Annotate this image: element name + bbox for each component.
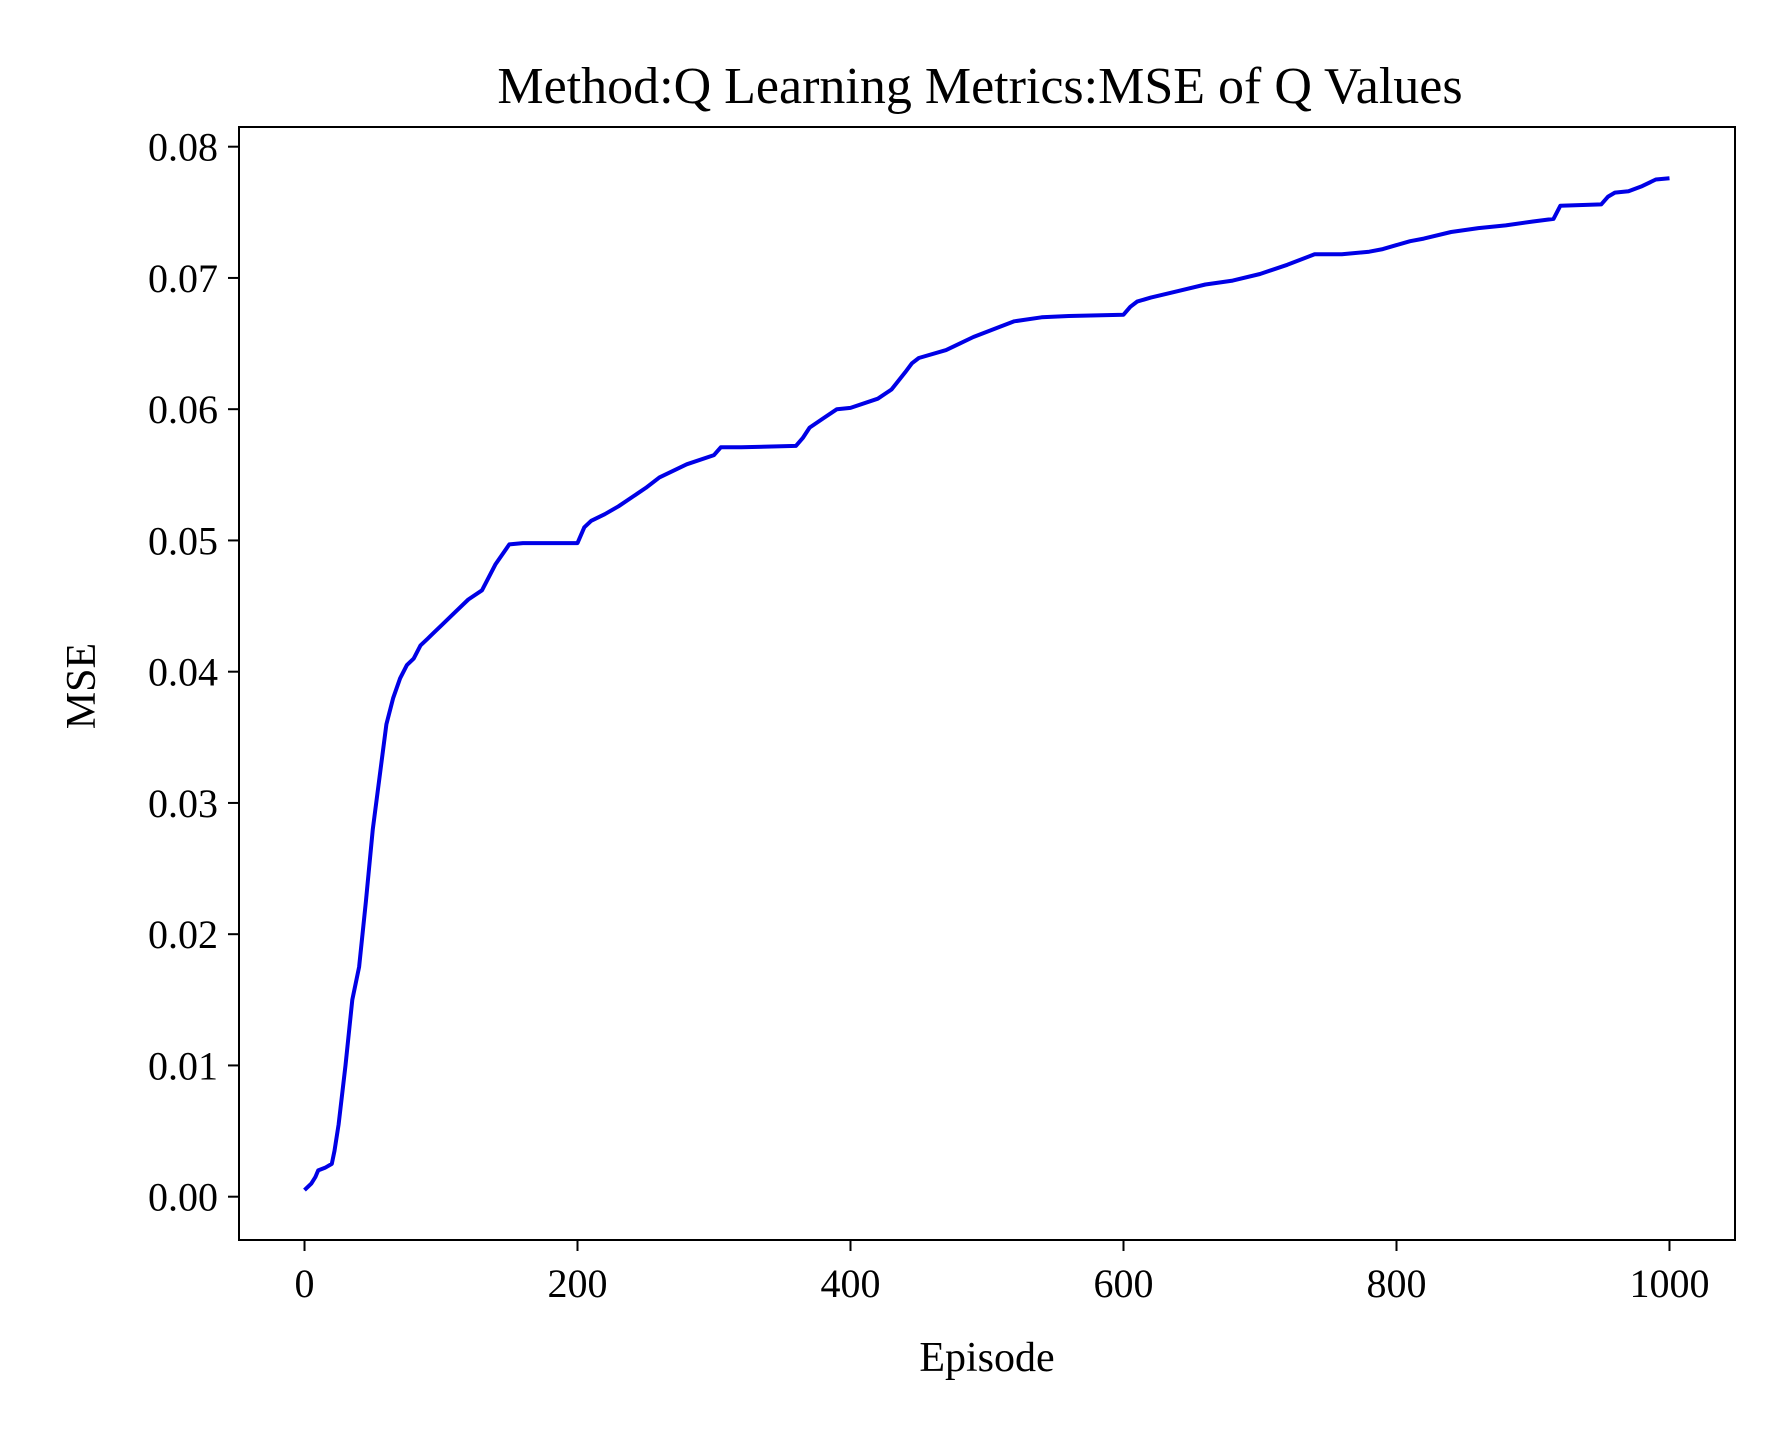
- x-tick-label: 400: [821, 1261, 881, 1306]
- y-tick-label: 0.02: [148, 912, 218, 957]
- y-tick-label: 0.03: [148, 781, 218, 826]
- y-tick-label: 0.00: [148, 1175, 218, 1220]
- y-tick-label: 0.04: [148, 650, 218, 695]
- x-axis-label: Episode: [919, 1335, 1054, 1381]
- y-tick-label: 0.06: [148, 387, 218, 432]
- y-tick-label: 0.07: [148, 256, 218, 301]
- y-tick-label: 0.01: [148, 1043, 218, 1088]
- x-tick-label: 0: [295, 1261, 315, 1306]
- plot-frame: [238, 126, 1736, 1241]
- plot-area: [303, 176, 1670, 1192]
- series-line-0: [303, 176, 1670, 1192]
- x-tick-label: 800: [1366, 1261, 1426, 1306]
- x-tick-label: 200: [548, 1261, 608, 1306]
- axis-ticks: 0 200 400 600 800 1000 0.00 0.01 0.02 0.03 0.04 0.0…: [148, 125, 1709, 1306]
- y-tick-label: 0.05: [148, 518, 218, 563]
- chart-title: Method:Q Learning Metrics:MSE of Q Value…: [497, 58, 1462, 115]
- x-tick-label: 600: [1093, 1261, 1153, 1306]
- y-tick-label: 0.08: [148, 125, 218, 170]
- x-tick-label: 1000: [1629, 1261, 1709, 1306]
- y-axis-label: MSE: [59, 643, 105, 729]
